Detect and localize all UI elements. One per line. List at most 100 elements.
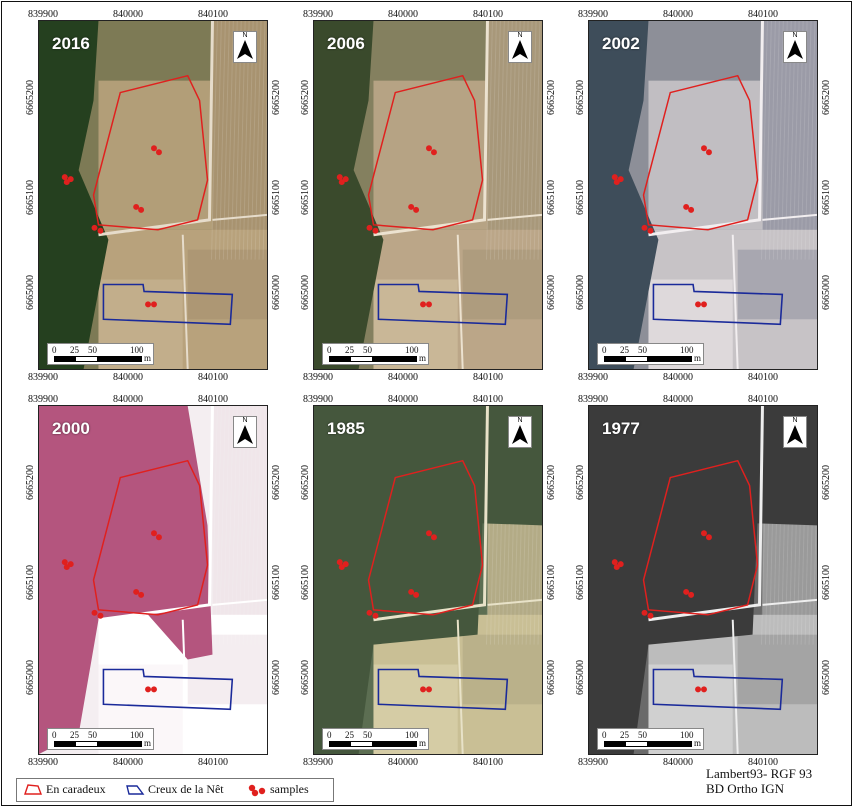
x-tick-label-top: 839900	[28, 9, 58, 20]
sample-points	[61, 145, 162, 308]
x-tick-label-bottom: 840000	[388, 372, 418, 383]
scale-labels: 0 25 50 100	[52, 730, 151, 740]
y-tick-label-left: 6665100	[300, 180, 311, 215]
y-tick-label-left: 6665200	[300, 465, 311, 500]
y-tick-label-left: 6665100	[575, 180, 586, 215]
map-panel-2002: 839900 839900 840000 840000 840100 840100 6665…	[566, 9, 841, 395]
north-arrow: N	[783, 416, 807, 448]
scale-label: 50	[88, 345, 97, 355]
sample-points	[336, 530, 437, 693]
map-panel-1977: 839900 839900 840000 840000 840100 840100 6665…	[566, 394, 841, 780]
map-image: 2002 N 0 25 50 100	[588, 20, 818, 370]
legend-item-creux-de-la-net: Creux de la Nêt	[125, 782, 224, 797]
y-tick-label-right: 6665100	[271, 565, 282, 600]
north-label: N	[517, 32, 523, 39]
scale-bar: 0 25 50 100 m	[322, 728, 429, 750]
x-tick-label-bottom: 839900	[28, 757, 58, 768]
y-tick-label-left: 6665200	[300, 80, 311, 115]
x-tick-label-bottom: 840100	[473, 757, 503, 768]
scale-bar: 0 25 50 100 m	[322, 343, 429, 365]
x-tick-label-top: 840000	[663, 9, 693, 20]
x-tick-label-top: 840100	[473, 9, 503, 20]
scale-label: 0	[602, 345, 607, 355]
year-label: 2016	[52, 34, 90, 53]
year-label: 1985	[327, 419, 365, 438]
y-tick-label-right: 6665100	[271, 180, 282, 215]
north-label: N	[792, 32, 798, 39]
scale-label: 100	[680, 730, 694, 740]
north-arrow-icon	[237, 425, 253, 444]
scale-bar: 0 25 50 100 m	[597, 728, 704, 750]
x-tick-label-bottom: 840100	[198, 372, 228, 383]
y-tick-label-right: 6665200	[546, 80, 557, 115]
x-tick-label-top: 839900	[578, 394, 608, 405]
x-tick-label-top: 839900	[303, 9, 333, 20]
map-panel-2000: 839900 839900 840000 840000 840100 840100 6665…	[16, 394, 291, 780]
x-tick-label-bottom: 840100	[748, 372, 778, 383]
x-tick-label-top: 840100	[748, 9, 778, 20]
x-tick-label-top: 840000	[113, 394, 143, 405]
sample-points	[336, 145, 437, 308]
scale-labels: 0 25 50 100	[602, 730, 701, 740]
y-tick-label-left: 6665100	[25, 180, 36, 215]
scale-bar-graphic	[329, 741, 417, 747]
samples-icon	[248, 784, 266, 796]
legend-item-samples: samples	[247, 782, 309, 797]
scale-unit: m	[418, 353, 426, 363]
scale-label: 100	[680, 345, 694, 355]
y-tick-label-right: 6665200	[546, 465, 557, 500]
north-arrow-icon	[237, 40, 253, 59]
x-tick-label-bottom: 840100	[198, 757, 228, 768]
y-tick-label-right: 6665000	[271, 275, 282, 310]
sample-points	[611, 530, 712, 693]
scale-unit: m	[143, 353, 151, 363]
y-tick-label-left: 6665200	[25, 465, 36, 500]
x-tick-label-bottom: 840000	[113, 372, 143, 383]
y-tick-label-left: 6665200	[575, 80, 586, 115]
y-tick-label-right: 6665200	[821, 465, 832, 500]
scale-label: 50	[363, 730, 372, 740]
scale-labels: 0 25 50 100	[327, 345, 426, 355]
x-tick-label-top: 839900	[303, 394, 333, 405]
x-tick-label-bottom: 840000	[663, 757, 693, 768]
scale-label: 0	[327, 730, 332, 740]
scale-label: 50	[638, 730, 647, 740]
map-image: 2006 N 0 25 50 100	[313, 20, 543, 370]
scale-labels: 0 25 50 100	[327, 730, 426, 740]
north-arrow: N	[783, 31, 807, 63]
map-image: 1977 N 0 25 50 100	[588, 405, 818, 755]
y-tick-label-left: 6665200	[575, 465, 586, 500]
scale-label: 25	[345, 345, 354, 355]
sample-points	[611, 145, 712, 308]
y-tick-label-left: 6665000	[575, 275, 586, 310]
aerial-photo	[39, 21, 267, 369]
north-arrow-icon	[512, 40, 528, 59]
aerial-photo	[314, 406, 542, 754]
y-tick-label-left: 6665100	[575, 565, 586, 600]
x-tick-label-bottom: 839900	[28, 372, 58, 383]
scale-label: 25	[345, 730, 354, 740]
scale-label: 100	[130, 730, 144, 740]
year-label: 2006	[327, 34, 365, 53]
scale-unit: m	[693, 738, 701, 748]
y-tick-label-right: 6665200	[821, 80, 832, 115]
aerial-photo	[39, 406, 267, 754]
y-tick-label-left: 6665100	[300, 565, 311, 600]
scale-label: 100	[405, 345, 419, 355]
scale-bar-graphic	[329, 356, 417, 362]
north-arrow-icon	[512, 425, 528, 444]
x-tick-label-bottom: 839900	[578, 757, 608, 768]
scale-label: 25	[620, 345, 629, 355]
credit: Lambert93- RGF 93 BD Ortho IGN	[706, 766, 812, 796]
y-tick-label-left: 6665000	[300, 660, 311, 695]
scale-label: 100	[130, 345, 144, 355]
scale-bar-graphic	[604, 741, 692, 747]
north-label: N	[242, 417, 248, 424]
y-tick-label-left: 6665000	[575, 660, 586, 695]
scale-unit: m	[143, 738, 151, 748]
x-tick-label-bottom: 840000	[113, 757, 143, 768]
y-tick-label-left: 6665000	[300, 275, 311, 310]
scale-label: 0	[602, 730, 607, 740]
scale-label: 0	[327, 345, 332, 355]
